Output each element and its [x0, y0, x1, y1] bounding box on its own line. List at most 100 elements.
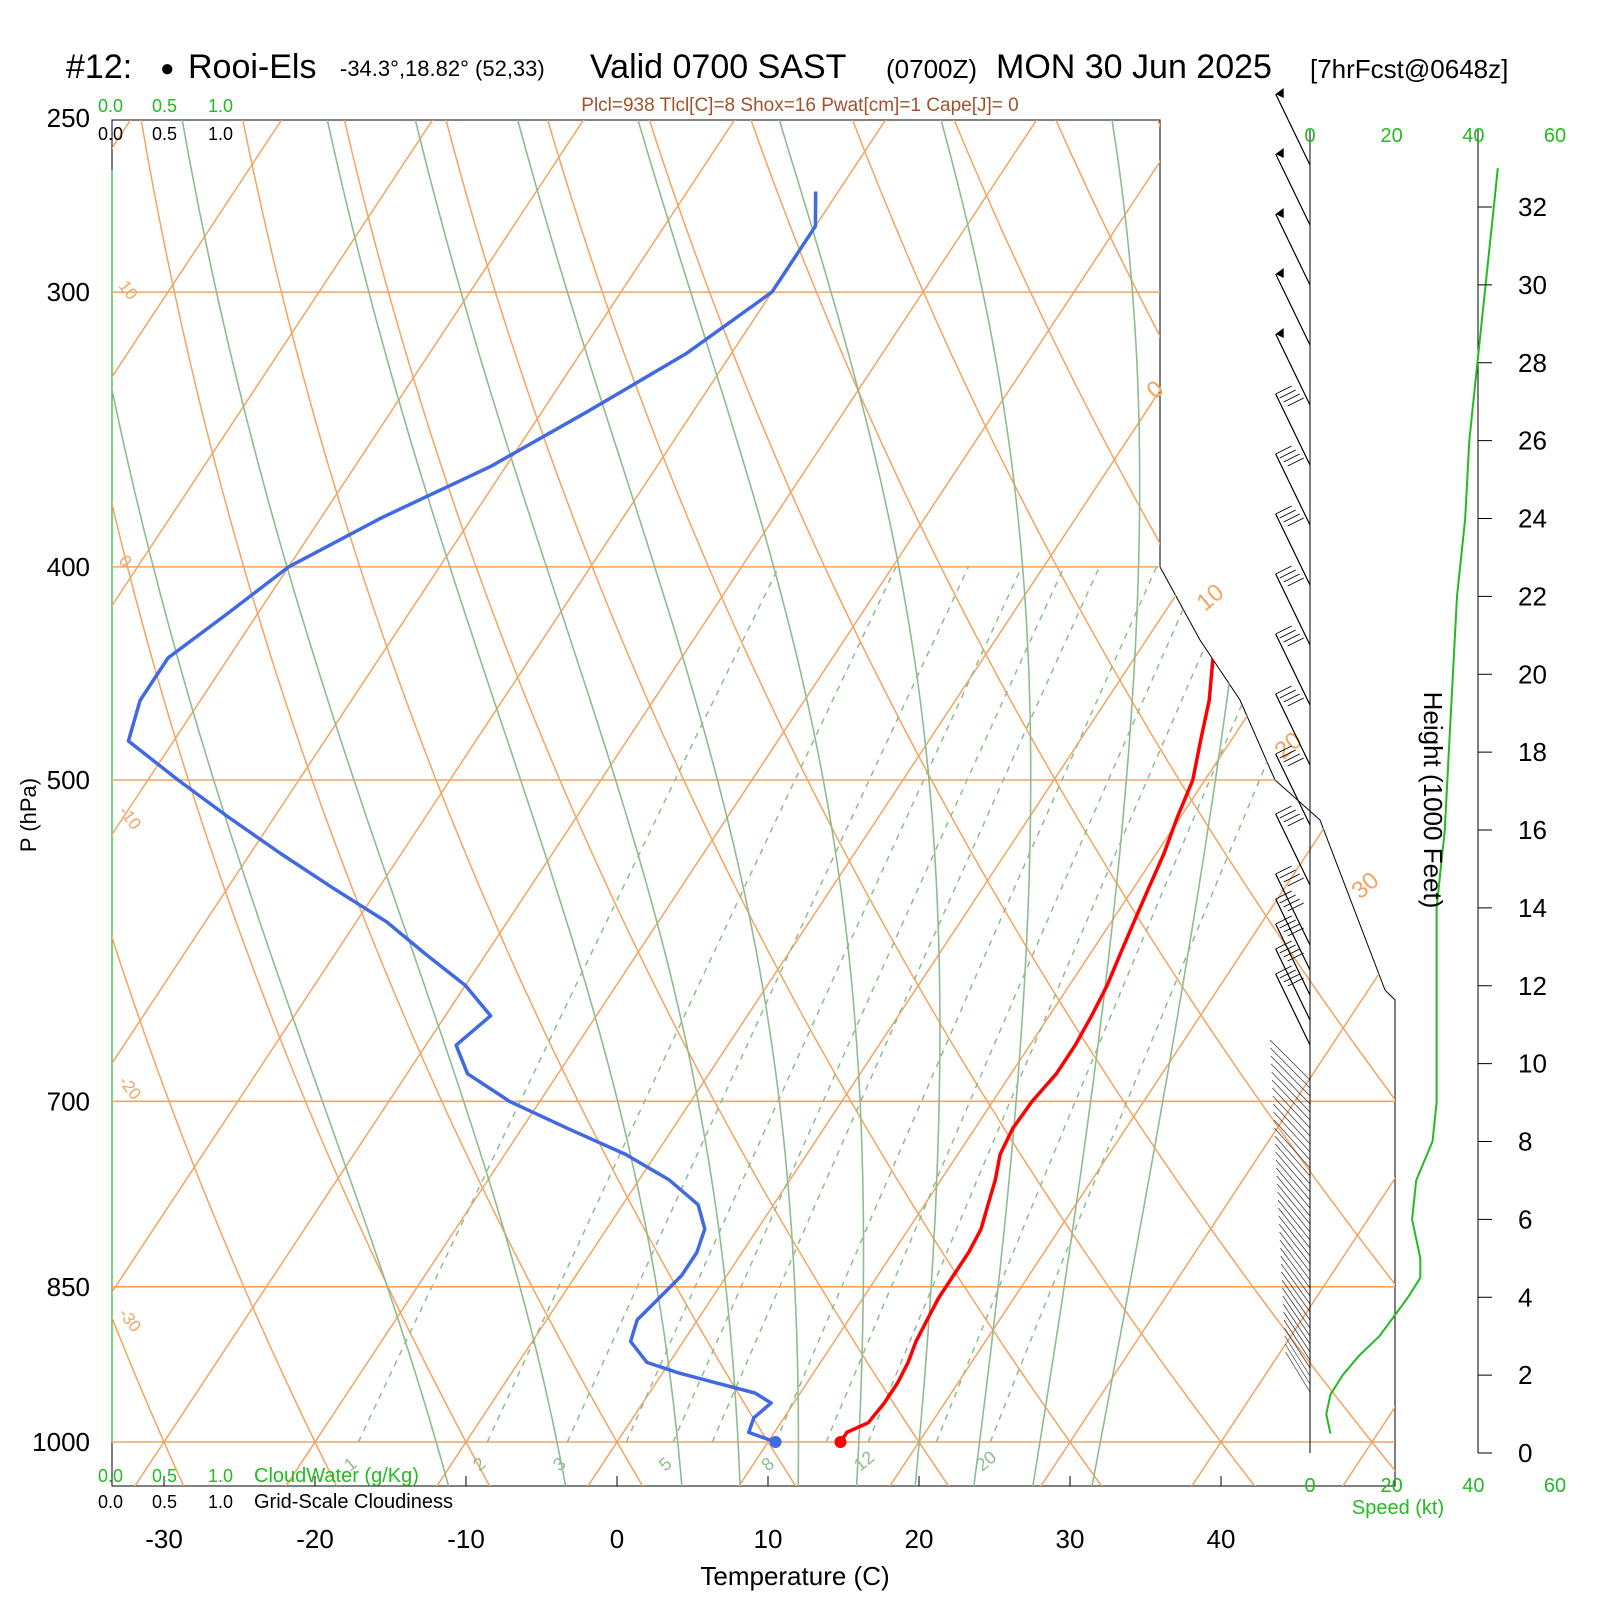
dewpoint-line — [126, 191, 818, 1444]
top-cloudwater-scale: 0.5 — [152, 96, 177, 116]
pressure-tick-label: 700 — [47, 1086, 90, 1116]
mixing-ratio-line — [625, 566, 1023, 1443]
wind-barb — [1278, 1223, 1311, 1265]
wind-barb — [1275, 693, 1311, 766]
wind-barb-feather — [1279, 969, 1296, 979]
speed-profile-line — [1325, 167, 1499, 1434]
pressure-tick-label: 400 — [47, 552, 90, 582]
wind-barb — [1275, 633, 1311, 706]
station-coords: -34.3°,18.82° (52,33) — [340, 56, 545, 81]
mixing-ratio-line — [825, 566, 1203, 1443]
mixing-ratio-line — [486, 566, 897, 1443]
wind-barb — [1275, 333, 1311, 406]
wind-barb-pennant — [1275, 328, 1284, 339]
wind-barb-feather — [1275, 445, 1292, 455]
isotherm-line — [1032, 120, 1395, 1486]
wind-barb — [1276, 1175, 1311, 1217]
speed-top-tick: 60 — [1544, 125, 1566, 147]
height-tick-label: 30 — [1518, 270, 1547, 300]
wind-barb — [1281, 1279, 1311, 1321]
wind-barb-feather — [1279, 944, 1296, 954]
wind-barb — [1275, 898, 1311, 971]
dry-adiabat-label: 0 — [1142, 375, 1170, 404]
speed-top-tick: 40 — [1462, 125, 1484, 147]
wind-barb-feather — [1287, 902, 1304, 912]
top-cloudwater-scale: 0.0 — [98, 96, 123, 116]
wind-barb-feather — [1287, 817, 1304, 827]
height-tick-label: 26 — [1518, 426, 1547, 456]
wind-barb-feather — [1287, 457, 1304, 467]
wind-barb — [1277, 1191, 1311, 1233]
wind-barb — [1275, 273, 1311, 346]
wind-barb — [1280, 1263, 1311, 1305]
isotherm-line — [112, 120, 914, 1486]
wind-barb — [1275, 1151, 1311, 1193]
bottom-cloudiness-scale: 0.0 — [98, 1492, 123, 1512]
wind-barb-feather — [1279, 749, 1296, 759]
wind-barb — [1271, 1071, 1311, 1113]
wind-barb-feather — [1279, 389, 1296, 399]
dry-adiabat-line — [735, 120, 1395, 1486]
wind-barb — [1280, 1247, 1311, 1289]
moist-adiabat-line — [1089, 120, 1273, 1486]
wind-barb — [1283, 1319, 1311, 1361]
mixing-ratio-line — [935, 566, 1302, 1443]
wind-barb-feather — [1283, 813, 1300, 823]
wind-barb-feather — [1287, 877, 1304, 887]
wind-barb — [1282, 1303, 1311, 1345]
moist-adiabat-line — [321, 120, 684, 1486]
wind-barb-pennant — [1275, 268, 1284, 279]
mixing-ratio-label: 5 — [655, 1453, 676, 1475]
top-cloudiness-scale: 0.5 — [152, 124, 177, 144]
wind-barb-feather — [1279, 809, 1296, 819]
wind-barb-feather — [1275, 890, 1292, 900]
wind-barb-feather — [1279, 629, 1296, 639]
wind-barb-feather — [1287, 757, 1304, 767]
wind-barb — [1276, 1167, 1311, 1209]
isotherm-line — [112, 120, 310, 1486]
wind-barb-feather — [1283, 453, 1300, 463]
dry-adiabat-line — [1338, 120, 1395, 1486]
station-bullet-icon: ● — [160, 55, 175, 82]
wind-barb — [1284, 1343, 1311, 1385]
bottom-cloudwater-scale: 1.0 — [208, 1466, 233, 1486]
wind-barb — [1275, 93, 1311, 166]
wind-barb — [1275, 948, 1311, 1021]
mixing-ratio-line — [775, 566, 1158, 1443]
isotherm-line — [730, 120, 1395, 1486]
dry-adiabat-line — [233, 120, 816, 1486]
x-axis-label: Temperature (C) — [700, 1561, 889, 1591]
temperature-tick-label: 40 — [1207, 1524, 1236, 1554]
wind-barb-feather — [1279, 919, 1296, 929]
temperature-tick-label: 0 — [610, 1524, 624, 1554]
pressure-tick-label: 300 — [47, 277, 90, 307]
temperature-surface-point — [834, 1436, 847, 1448]
wind-barb — [1277, 1199, 1311, 1241]
dry-adiabat-line — [1540, 79, 1600, 1516]
wind-barb-feather — [1287, 977, 1304, 987]
wind-barb-feather — [1283, 693, 1300, 703]
wind-barb-pennant — [1275, 88, 1284, 99]
wind-barb — [1276, 1183, 1311, 1225]
wind-barb-feather — [1283, 898, 1300, 908]
height-axis-label: Height (1000 Feet) — [1418, 692, 1448, 909]
mixing-ratio-label: 8 — [757, 1453, 778, 1475]
wind-barb — [1279, 1231, 1311, 1273]
wind-barb-feather — [1275, 505, 1292, 515]
isotherm-line — [112, 120, 612, 1486]
isotherm-line — [0, 79, 7, 1498]
wind-barb — [1270, 1055, 1311, 1097]
plot-frame — [111, 119, 1396, 1487]
dry-adiabat-line — [434, 120, 1125, 1486]
wind-barb — [1283, 1311, 1311, 1353]
zulu-time: (0700Z) — [886, 54, 978, 84]
height-tick-label: 6 — [1518, 1204, 1532, 1234]
moist-adiabat-line — [112, 120, 453, 1486]
cloudwater-label: CloudWater (g/Kg) — [254, 1465, 419, 1487]
wind-barb — [1279, 1239, 1311, 1281]
wind-barb-feather — [1283, 513, 1300, 523]
wind-barb — [1275, 213, 1311, 286]
wind-barb — [1282, 1295, 1311, 1337]
